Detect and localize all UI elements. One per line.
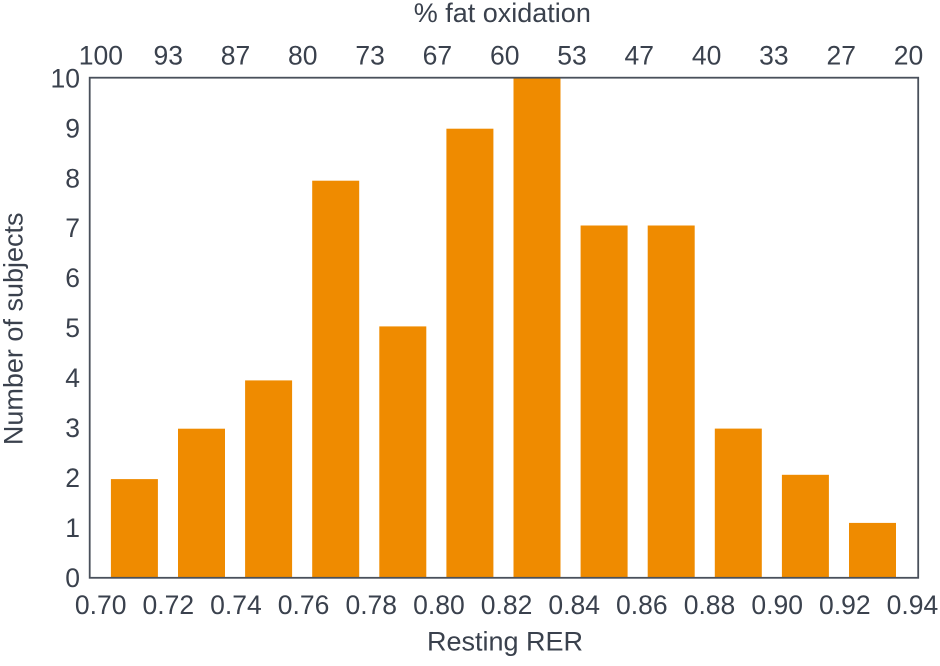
svg-text:0.74: 0.74: [210, 590, 262, 620]
svg-text:0.80: 0.80: [413, 590, 465, 620]
svg-text:0.94: 0.94: [887, 590, 939, 620]
svg-text:0.70: 0.70: [75, 590, 127, 620]
svg-text:100: 100: [79, 41, 123, 71]
svg-text:6: 6: [65, 263, 80, 293]
svg-text:4: 4: [65, 363, 80, 393]
svg-text:73: 73: [355, 41, 384, 71]
svg-text:2: 2: [65, 463, 80, 493]
svg-text:Resting RER: Resting RER: [427, 626, 583, 656]
svg-text:33: 33: [759, 41, 788, 71]
svg-text:0.92: 0.92: [819, 590, 871, 620]
svg-text:7: 7: [65, 213, 80, 243]
svg-text:9: 9: [65, 113, 80, 143]
svg-text:% fat oxidation: % fat oxidation: [414, 0, 591, 28]
svg-text:10: 10: [51, 63, 80, 93]
svg-text:3: 3: [65, 413, 80, 443]
svg-text:40: 40: [692, 41, 721, 71]
svg-text:5: 5: [65, 313, 80, 343]
svg-text:27: 27: [826, 41, 855, 71]
svg-text:67: 67: [423, 41, 452, 71]
svg-text:20: 20: [894, 41, 923, 71]
svg-text:0.88: 0.88: [684, 590, 736, 620]
svg-text:0.76: 0.76: [278, 590, 330, 620]
svg-text:60: 60: [490, 41, 519, 71]
svg-text:0.72: 0.72: [143, 590, 195, 620]
svg-text:8: 8: [65, 163, 80, 193]
svg-text:0.84: 0.84: [548, 590, 600, 620]
svg-text:47: 47: [625, 41, 654, 71]
svg-text:Number of subjects: Number of subjects: [0, 212, 29, 445]
svg-text:0.82: 0.82: [481, 590, 533, 620]
svg-text:0.90: 0.90: [751, 590, 803, 620]
svg-text:53: 53: [557, 41, 586, 71]
svg-text:80: 80: [288, 41, 317, 71]
svg-text:87: 87: [221, 41, 250, 71]
svg-text:1: 1: [65, 513, 80, 543]
svg-text:0.86: 0.86: [616, 590, 668, 620]
svg-text:93: 93: [153, 41, 182, 71]
svg-text:0.78: 0.78: [345, 590, 397, 620]
svg-text:0: 0: [65, 563, 80, 593]
